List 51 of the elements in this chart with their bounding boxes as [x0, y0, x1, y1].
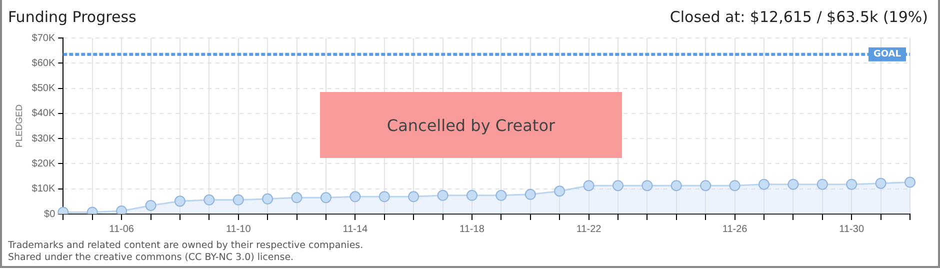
point [204, 194, 215, 206]
cancelled-banner: Cancelled by Creator [320, 92, 622, 158]
y-tick-label: $70K [32, 32, 56, 44]
point [758, 178, 770, 190]
point [408, 191, 420, 202]
point [846, 178, 858, 190]
point [729, 180, 740, 192]
point [554, 186, 566, 197]
x-tick-label: 11-22 [576, 224, 602, 235]
annotation: Cancelled by Creator [386, 116, 556, 134]
chart-title: Funding Progress [8, 8, 136, 26]
point [700, 180, 712, 192]
point [788, 178, 799, 190]
point [904, 176, 916, 188]
point [612, 180, 624, 192]
point [320, 192, 332, 204]
text: Trademarks and related content are owned by their respective companies. [8, 240, 364, 251]
chart-subtitle: Closed at: $12,615 / $63.5k (19%) [670, 8, 928, 26]
y-tick-label: $40K [32, 108, 56, 120]
x-tick-label: 11-30 [839, 224, 864, 235]
x-tick-label: 11-14 [342, 224, 368, 235]
point [642, 180, 653, 192]
point [583, 180, 594, 192]
point [145, 200, 156, 211]
point [466, 190, 478, 201]
x-tick-label: 11-10 [226, 224, 252, 235]
y-axis-title: PLEDGED [14, 104, 24, 148]
ref-line-label: GOAL [874, 50, 902, 60]
text: Shared under the creative commons (CC BY-NC 3.0) license. [8, 252, 294, 263]
point [816, 178, 828, 190]
y-tick-label: $10K [32, 184, 56, 195]
x-tick-label: 11-06 [109, 224, 134, 235]
y-tick-label: $60K [32, 58, 56, 69]
point [116, 205, 128, 214]
y-tick-label: $50K [32, 83, 56, 94]
y-tick-label: $0 [44, 208, 56, 220]
x-tick-label: 11-18 [460, 224, 485, 235]
point [524, 188, 536, 200]
point [378, 191, 390, 202]
point [291, 192, 302, 204]
point [437, 190, 448, 201]
point [496, 190, 507, 201]
y-tick-label: $30K [32, 133, 56, 144]
point [174, 196, 186, 207]
point [670, 180, 682, 192]
y-tick-label: $20K [32, 158, 56, 170]
point [875, 178, 886, 189]
point [232, 194, 244, 206]
point [350, 191, 361, 202]
x-tick-label: 11-26 [722, 224, 748, 235]
point [262, 193, 274, 204]
